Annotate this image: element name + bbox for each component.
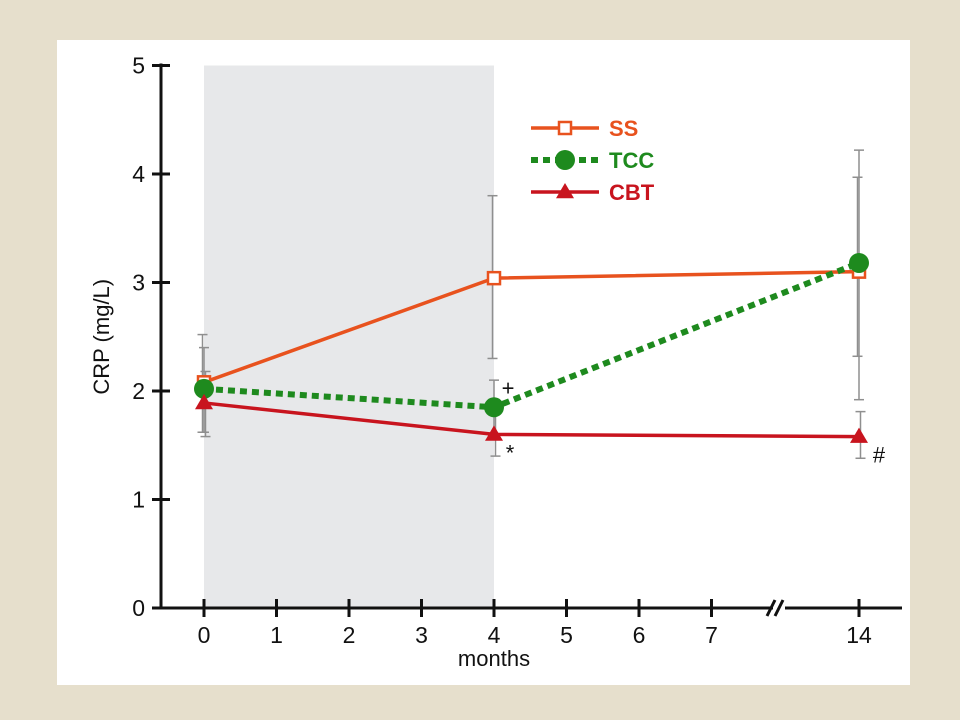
- data-point-tcc: [194, 378, 214, 399]
- x-tick-label: 2: [343, 622, 356, 648]
- legend-label-tcc: TCC: [609, 148, 654, 173]
- annotation-mark: *: [506, 440, 515, 465]
- x-tick-label: 7: [705, 622, 718, 648]
- annotation-mark: #: [873, 443, 886, 468]
- y-tick-label: 2: [132, 378, 145, 404]
- data-point-tcc: [849, 252, 869, 273]
- y-tick-label: 3: [132, 270, 145, 296]
- y-tick-label: 5: [132, 53, 145, 79]
- y-tick-label: 1: [132, 487, 145, 513]
- y-axis-title: CRP (mg/L): [89, 279, 114, 395]
- crp-line-chart: 0 1 2 3 4 5 0 1 2 3 4 5 6 7 14 months CRP (mg/L) + * # SS TCC…: [89, 53, 902, 671]
- x-tick-label: 0: [198, 622, 211, 648]
- x-axis-title: months: [458, 646, 530, 671]
- x-tick-label: 4: [488, 622, 501, 648]
- data-point-cbt: [195, 393, 213, 410]
- annotation-mark: +: [502, 375, 515, 400]
- x-tick-label: 5: [560, 622, 573, 648]
- data-point-cbt: [485, 425, 503, 441]
- y-tick-label: 0: [132, 595, 145, 621]
- legend-marker-cbt: [556, 183, 574, 199]
- y-tick-label: 4: [132, 161, 145, 187]
- x-tick-label: 6: [633, 622, 646, 648]
- legend-marker-tcc: [555, 150, 575, 170]
- x-tick-label: 14: [846, 622, 872, 648]
- axis-break-mark: [765, 599, 785, 617]
- x-tick-label: 1: [270, 622, 283, 648]
- legend-label-ss: SS: [609, 116, 638, 141]
- chart-panel: 0 1 2 3 4 5 0 1 2 3 4 5 6 7 14 months CRP (mg/L) + * # SS TCC…: [57, 40, 910, 685]
- legend-label-cbt: CBT: [609, 180, 655, 205]
- shaded-region: [204, 65, 494, 608]
- x-tick-label: 3: [415, 622, 428, 648]
- legend-marker-ss: [557, 120, 573, 136]
- data-point-ss: [486, 270, 502, 286]
- data-point-tcc: [484, 397, 504, 418]
- data-point-cbt: [850, 427, 868, 443]
